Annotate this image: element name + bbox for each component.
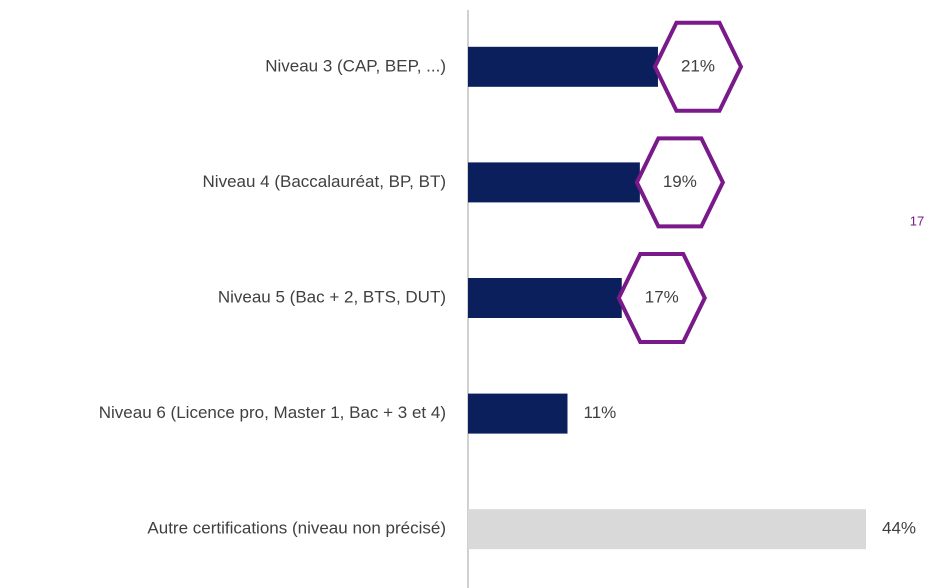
highlight-hexagon <box>652 20 744 113</box>
category-label: Niveau 3 (CAP, BEP, ...) <box>265 56 446 75</box>
value-label: 17% <box>645 287 679 306</box>
category-label: Autre certifications (niveau non précisé… <box>147 519 446 538</box>
category-label: Niveau 5 (Bac + 2, BTS, DUT) <box>218 287 446 306</box>
value-label: 21% <box>681 56 715 75</box>
category-label: Niveau 4 (Baccalauréat, BP, BT) <box>203 172 446 191</box>
highlight-hexagon <box>616 252 707 344</box>
category-label: Niveau 6 (Licence pro, Master 1, Bac + 3… <box>99 403 446 422</box>
bar <box>468 278 622 318</box>
page-number: 17 <box>910 213 924 228</box>
bar <box>468 46 658 87</box>
highlight-hexagon <box>634 136 726 229</box>
bar <box>468 509 866 550</box>
bar <box>468 162 640 203</box>
value-label: 11% <box>584 403 617 422</box>
value-label: 44% <box>882 519 916 538</box>
bar <box>468 393 568 434</box>
value-label: 19% <box>663 172 697 191</box>
